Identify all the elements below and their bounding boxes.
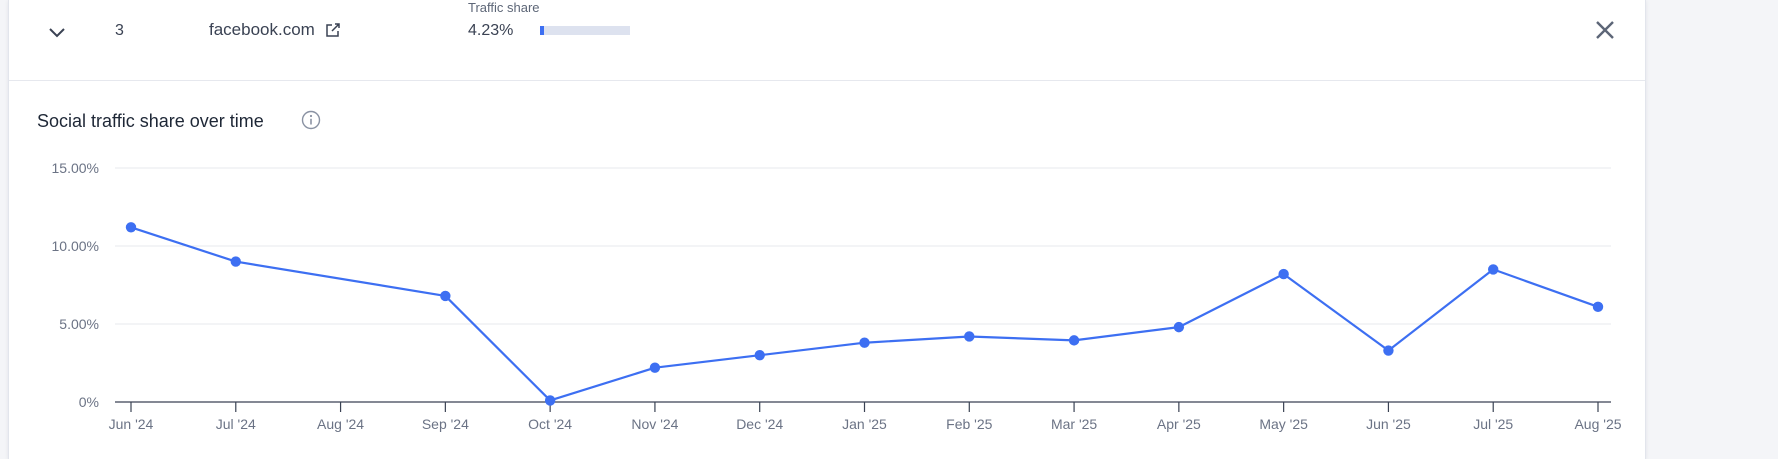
- y-tick-label: 15.00%: [52, 160, 99, 176]
- data-point: [1068, 335, 1080, 346]
- y-tick-label: 10.00%: [52, 238, 99, 254]
- close-icon[interactable]: [1593, 18, 1617, 42]
- x-tick-label: Jul '24: [216, 416, 256, 432]
- x-tick-label: Oct '24: [528, 416, 572, 432]
- x-tick-label: Jun '24: [109, 416, 154, 432]
- data-point: [544, 395, 556, 406]
- data-point: [1173, 321, 1185, 333]
- traffic-share-label: Traffic share: [468, 0, 540, 15]
- data-point: [964, 331, 975, 342]
- traffic-share-value: 4.23%: [468, 22, 514, 39]
- traffic-share-bar: [540, 26, 630, 35]
- x-tick-label: Aug '24: [317, 416, 364, 432]
- data-point: [1278, 268, 1289, 280]
- x-tick-label: Feb '25: [946, 416, 992, 432]
- data-point: [859, 337, 870, 348]
- y-tick-label: 5.00%: [59, 316, 99, 332]
- info-icon[interactable]: [301, 110, 321, 130]
- domain-row: 3 facebook.com Traffic share 4.23%: [9, 0, 1645, 81]
- x-tick-label: Jun '25: [1366, 416, 1411, 432]
- rank-number: 3: [115, 22, 124, 39]
- data-point: [649, 362, 661, 373]
- x-tick-label: Jan '25: [842, 416, 887, 432]
- data-point: [1592, 301, 1604, 313]
- data-point: [754, 350, 765, 361]
- chevron-down-icon[interactable]: [45, 20, 69, 44]
- x-tick-label: Aug '25: [1574, 416, 1621, 432]
- data-point: [230, 256, 241, 267]
- data-point: [1383, 345, 1394, 356]
- x-tick-label: Dec '24: [736, 416, 783, 432]
- data-point: [1488, 264, 1499, 275]
- domain-link[interactable]: facebook.com: [209, 20, 341, 40]
- line-chart: 15.00% 10.00% 5.00% 0% Jun '24 Jul '24 Aug '24…: [52, 160, 1622, 432]
- chart-title: Social traffic share over time: [37, 111, 264, 131]
- series-line: [130, 226, 1599, 402]
- data-point: [125, 222, 137, 233]
- external-link-icon: [326, 23, 340, 37]
- x-tick-label: Apr '25: [1157, 416, 1201, 432]
- traffic-share-bar-fill: [540, 26, 544, 35]
- traffic-detail-panel: 3 facebook.com Traffic share 4.23% Socia…: [8, 0, 1646, 459]
- domain-label: facebook.com: [209, 20, 315, 39]
- data-point: [440, 290, 451, 302]
- y-tick-label: 0%: [79, 394, 99, 410]
- x-tick-label: Nov '24: [631, 416, 678, 432]
- x-tick-label: Sep '24: [422, 416, 469, 432]
- x-tick-label: May '25: [1259, 416, 1308, 432]
- x-tick-label: Jul '25: [1473, 416, 1513, 432]
- x-tick-label: Mar '25: [1051, 416, 1097, 432]
